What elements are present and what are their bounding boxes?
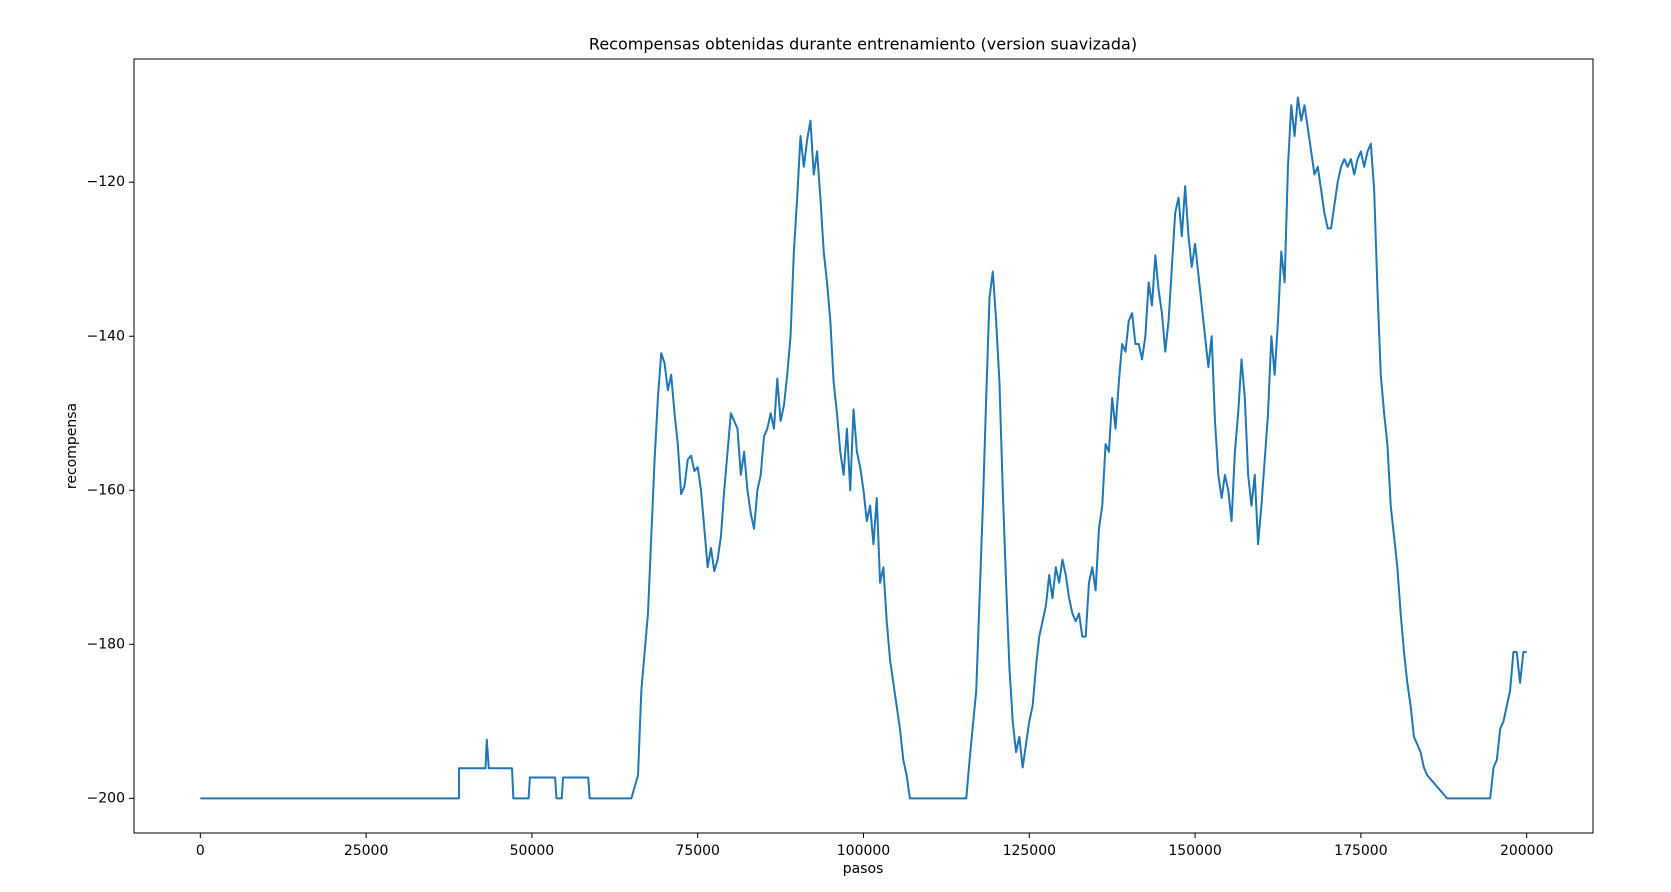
- x-tick-label: 100000: [837, 843, 890, 859]
- y-tick-label: −180: [87, 636, 125, 652]
- y-tick-label: −200: [87, 790, 125, 806]
- x-tick-label: 0: [196, 843, 205, 859]
- y-tick-label: −140: [87, 328, 125, 344]
- chart-title: Recompensas obtenidas durante entrenamie…: [589, 35, 1137, 54]
- plot-frame: [133, 58, 1594, 834]
- x-tick-label: 75000: [675, 843, 720, 859]
- x-tick-label: 125000: [1003, 843, 1056, 859]
- x-tick-label: 50000: [510, 843, 555, 859]
- x-tick-label: 175000: [1334, 843, 1387, 859]
- y-tick-label: −160: [87, 482, 125, 498]
- line-series: [200, 96, 1527, 800]
- x-tick-label: 200000: [1500, 843, 1553, 859]
- x-axis-label: pasos: [843, 861, 884, 877]
- x-tick-label: 150000: [1168, 843, 1221, 859]
- y-tick-label: −120: [87, 174, 125, 190]
- x-tick-label: 25000: [344, 843, 389, 859]
- y-axis-label: recompensa: [64, 403, 80, 489]
